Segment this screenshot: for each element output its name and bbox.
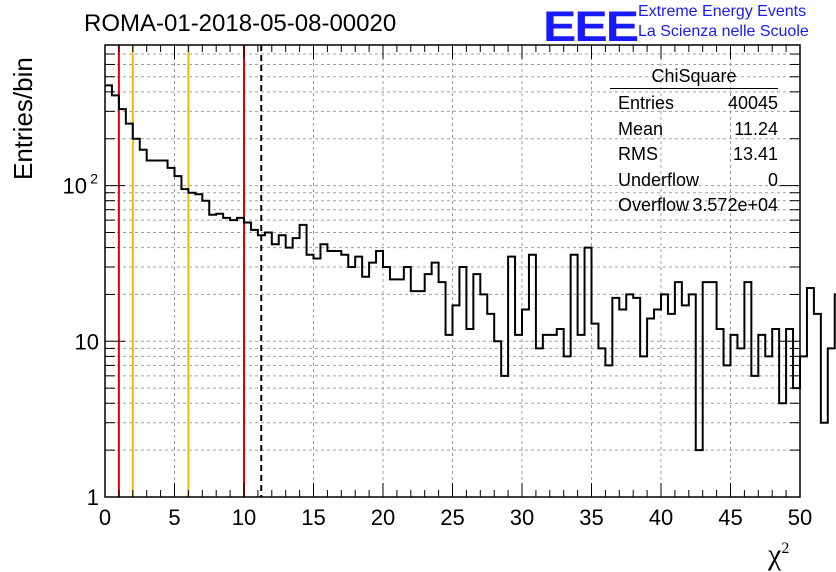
x-tick-label: 5: [168, 505, 180, 530]
x-tick-label: 15: [301, 505, 325, 530]
stats-box: ChiSquare Entries 40045 Mean 11.24 RMS 13.4…: [610, 66, 778, 219]
histogram-title: ROMA-01-2018-05-08-00020: [84, 10, 397, 37]
plot-area: [105, 45, 800, 497]
x-tick-label: 30: [510, 505, 534, 530]
stats-row-entries: Entries 40045: [618, 93, 778, 113]
x-tick-label: 10: [232, 505, 256, 530]
stats-row-mean: Mean 11.24: [618, 118, 778, 139]
y-tick-label: 1: [87, 485, 99, 510]
x-tick-label: 50: [788, 505, 812, 530]
y-tick-label-exponent: 2: [90, 171, 98, 187]
y-tick-label: 10: [63, 174, 87, 199]
x-tick-label: 35: [579, 505, 603, 530]
x-tick-label: 20: [371, 505, 395, 530]
stats-row-rms: RMS 13.41: [618, 144, 778, 164]
stats-row-overflow: Overflow 3.572e+04: [618, 195, 778, 215]
eee-logo: EEE: [543, 2, 639, 51]
stats-row-underflow: Underflow 0: [618, 169, 778, 190]
x-tick-label: 25: [440, 505, 464, 530]
x-tick-label: 0: [99, 505, 111, 530]
histogram-series: [105, 84, 836, 452]
logo-line-2: La Scienza nelle Scuole: [638, 23, 809, 40]
x-tick-label: 45: [718, 505, 742, 530]
x-tick-label: 40: [649, 505, 673, 530]
logo-line-1: Extreme Energy Events: [638, 3, 807, 20]
y-tick-label: 10: [75, 329, 99, 354]
x-axis-label: χ2: [768, 538, 790, 571]
stats-title: ChiSquare: [610, 66, 778, 89]
